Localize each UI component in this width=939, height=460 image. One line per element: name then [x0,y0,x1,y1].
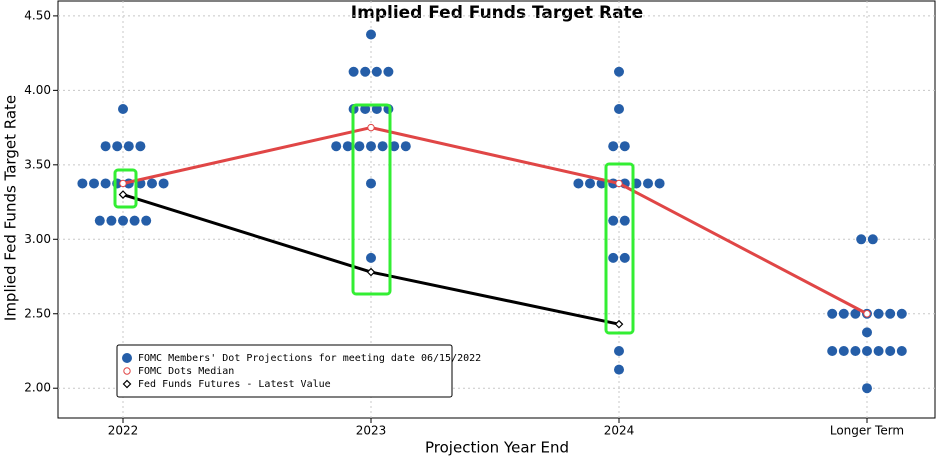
legend-label: FOMC Dots Median [138,366,234,377]
y-tick-label: 2.50 [24,306,51,320]
dot [118,215,128,226]
futures-marker [366,267,376,277]
dot [838,345,849,356]
median-marker [119,179,127,188]
dot [827,308,838,319]
dot [366,141,376,152]
futures-marker [118,190,128,199]
y-tick-label: 3.50 [24,157,51,171]
dot [585,178,595,189]
dot [614,103,624,114]
dot [614,364,624,375]
dot [619,252,630,263]
dot [643,178,653,189]
dot [896,308,907,319]
dot [158,178,169,189]
dot [389,141,400,152]
dot [89,178,99,189]
legend-box [116,344,453,398]
dot [129,215,140,226]
dot [862,383,872,394]
dot [654,178,665,189]
x-tick-label: Longer Term [830,424,904,438]
dot [885,308,896,319]
median-marker [123,367,131,375]
dot [123,141,134,152]
median-marker [863,310,871,318]
marks: 2.00 2.50 3.00 3.50 4.00 4.50 2022 2023 2024 Long… [24,1,935,438]
highlight-box [604,162,635,335]
dot [400,141,411,152]
dot [100,141,111,152]
dot [608,215,619,226]
dot [850,308,861,319]
futures-marker [122,379,132,389]
line [122,126,868,316]
dot [867,234,878,245]
dot [360,66,371,77]
dot [619,141,630,152]
dot [331,141,342,152]
dot [354,141,365,152]
dot [141,215,152,226]
dot [77,178,88,189]
x-axis-label: Projection Year End [425,439,569,457]
dot [371,66,382,77]
dot [614,345,624,356]
highlight-box [113,168,138,209]
y-axis-label: Implied Fed Funds Target Rate [2,95,20,321]
dot [135,141,146,152]
dot [873,345,884,356]
y-tick-label: 4.50 [24,8,51,22]
futures-marker [614,319,624,329]
dot [608,141,619,152]
highlight-box [351,103,392,296]
dot [850,345,861,356]
dot [856,234,867,245]
x-tick-label: 2022 [108,424,139,438]
legend: FOMC Members' Dot Projections for meetin… [116,344,481,398]
median-marker [615,179,623,188]
dot [342,141,353,152]
x-tick-label: 2023 [356,424,387,438]
dot [862,327,872,338]
dot [377,141,388,152]
dot [608,252,619,263]
dot [885,345,896,356]
plot-frame [57,0,936,419]
legend-label: FOMC Members' Dot Projections for meetin… [138,353,481,364]
dot [366,178,376,189]
dot [94,215,105,226]
y-tick-label: 2.00 [24,381,51,395]
chart-title: Implied Fed Funds Target Rate [351,3,643,23]
y-tick-label: 4.00 [24,83,51,97]
dot [366,252,376,263]
dot [873,308,884,319]
dot [614,66,624,77]
dot [112,141,123,152]
dot [862,345,872,356]
dot [100,178,111,189]
dot [348,66,359,77]
dot [619,215,630,226]
legend-marker [122,353,132,363]
dot [896,345,907,356]
dot [147,178,157,189]
dot [838,308,849,319]
dot [827,345,838,356]
dot [118,103,128,114]
dot [106,215,117,226]
x-tick-label: 2024 [604,424,635,438]
highlight-boxes [113,103,635,335]
y-tick-label: 3.00 [24,232,51,246]
dot [573,178,584,189]
median-marker [367,123,375,132]
legend-label: Fed Funds Futures - Latest Value [138,379,331,390]
dot [383,66,394,77]
dot [366,29,376,40]
